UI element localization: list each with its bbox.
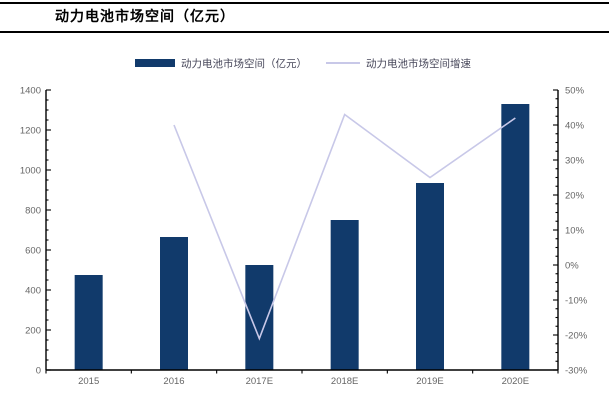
bar-2020E [501,104,530,370]
bar-2019E [416,183,444,370]
x-axis-label-2015: 2015 [78,376,99,387]
left-axis-label: 1000 [20,166,41,177]
right-axis-label: -10% [565,296,588,307]
header-bottom-rule [0,31,609,33]
left-axis-label: 0 [36,366,41,377]
left-axis-label: 1200 [20,126,41,137]
x-axis-label-2016: 2016 [163,376,184,387]
x-axis-label-2019E: 2019E [416,376,443,387]
right-axis-label: 30% [565,156,585,167]
right-axis-label: 10% [565,226,585,237]
x-axis-label-2020E: 2020E [502,376,529,387]
axes-group: 0 200 400 600 800 1000 1200 1400 -30% -20% -10% 0% 1… [20,86,588,388]
bar-series-swatch-icon [135,59,175,67]
line-series-swatch-icon [326,62,360,64]
bars-group [74,104,530,370]
left-axis-label: 400 [25,286,41,297]
x-axis-label-2017E: 2017E [246,376,273,387]
legend-label-growth-rate: 动力电池市场空间增速 [366,57,471,70]
right-axis-label: -30% [565,366,588,377]
right-axis-label: 50% [565,86,585,97]
growth-rate-line [173,113,516,341]
left-axis-label: 1400 [20,86,41,97]
chart-title: 动力电池市场空间（亿元） [55,9,235,25]
right-axis-label: 20% [565,191,585,202]
right-axis-label: 0% [565,261,579,272]
bar-2018E [330,220,359,370]
legend-item-market-size: 动力电池市场空间（亿元） [135,56,307,70]
x-axis-label-2018E: 2018E [331,376,358,387]
bar-2015 [74,275,103,370]
bar-2016 [160,237,188,370]
header-top-rule [0,2,609,4]
right-axis-label: -20% [565,331,588,342]
left-axis-label: 600 [25,246,41,257]
legend-item-growth-rate: 动力电池市场空间增速 [326,56,471,70]
bar-2017E [245,265,274,370]
right-axis-label: 40% [565,121,585,132]
left-axis-label: 200 [25,326,41,337]
legend-label-market-size: 动力电池市场空间（亿元） [181,57,307,70]
left-axis-label: 800 [25,206,41,217]
